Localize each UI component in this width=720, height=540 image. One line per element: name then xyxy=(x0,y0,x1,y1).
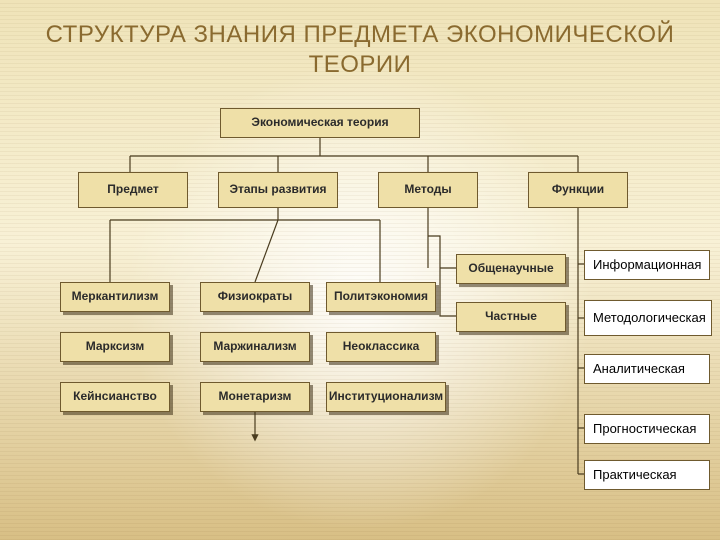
node-monet: Монетаризм xyxy=(200,382,310,412)
node-polit: Политэкономия xyxy=(326,282,436,312)
node-merc: Меркантилизм xyxy=(60,282,170,312)
node-label: Институционализм xyxy=(329,390,443,404)
node-f1: Информационная xyxy=(584,250,710,280)
node-stages: Этапы развития xyxy=(218,172,338,208)
node-f5: Практическая xyxy=(584,460,710,490)
node-label: Частные xyxy=(485,310,537,324)
node-label: Прогностическая xyxy=(589,422,705,437)
node-neo: Неоклассика xyxy=(326,332,436,362)
page-title: СТРУКТУРА ЗНАНИЯ ПРЕДМЕТА ЭКОНОМИЧЕСКОЙ … xyxy=(0,20,720,80)
node-label: Информационная xyxy=(589,258,705,273)
node-f3: Аналитическая xyxy=(584,354,710,384)
node-label: Монетаризм xyxy=(219,390,292,404)
node-marg: Маржинализм xyxy=(200,332,310,362)
node-inst: Институционализм xyxy=(326,382,446,412)
node-label: Функции xyxy=(552,183,604,197)
diagram-stage: СТРУКТУРА ЗНАНИЯ ПРЕДМЕТА ЭКОНОМИЧЕСКОЙ … xyxy=(0,0,720,540)
node-methods: Методы xyxy=(378,172,478,208)
node-phys: Физиократы xyxy=(200,282,310,312)
node-priv: Частные xyxy=(456,302,566,332)
page-title-text: СТРУКТУРА ЗНАНИЯ ПРЕДМЕТА ЭКОНОМИЧЕСКОЙ … xyxy=(46,21,675,78)
node-label: Этапы развития xyxy=(229,183,326,197)
node-funcs: Функции xyxy=(528,172,628,208)
node-label: Аналитическая xyxy=(589,362,705,377)
node-subject: Предмет xyxy=(78,172,188,208)
node-label: Общенаучные xyxy=(468,262,553,276)
node-label: Предмет xyxy=(107,183,159,197)
node-f2: Методологическая xyxy=(584,300,712,336)
node-label: Методы xyxy=(404,183,451,197)
node-label: Практическая xyxy=(589,468,705,483)
node-label: Неоклассика xyxy=(343,340,420,354)
node-keynes: Кейнсианство xyxy=(60,382,170,412)
node-label: Политэкономия xyxy=(334,290,428,304)
node-f4: Прогностическая xyxy=(584,414,710,444)
node-label: Маржинализм xyxy=(213,340,296,354)
node-root: Экономическая теория xyxy=(220,108,420,138)
node-label: Физиократы xyxy=(218,290,292,304)
node-gen: Общенаучные xyxy=(456,254,566,284)
node-label: Экономическая теория xyxy=(251,116,388,130)
node-label: Марксизм xyxy=(86,340,145,354)
node-marx: Марксизм xyxy=(60,332,170,362)
node-label: Кейнсианство xyxy=(73,390,157,404)
node-label: Методологическая xyxy=(589,311,707,326)
node-label: Меркантилизм xyxy=(72,290,159,304)
